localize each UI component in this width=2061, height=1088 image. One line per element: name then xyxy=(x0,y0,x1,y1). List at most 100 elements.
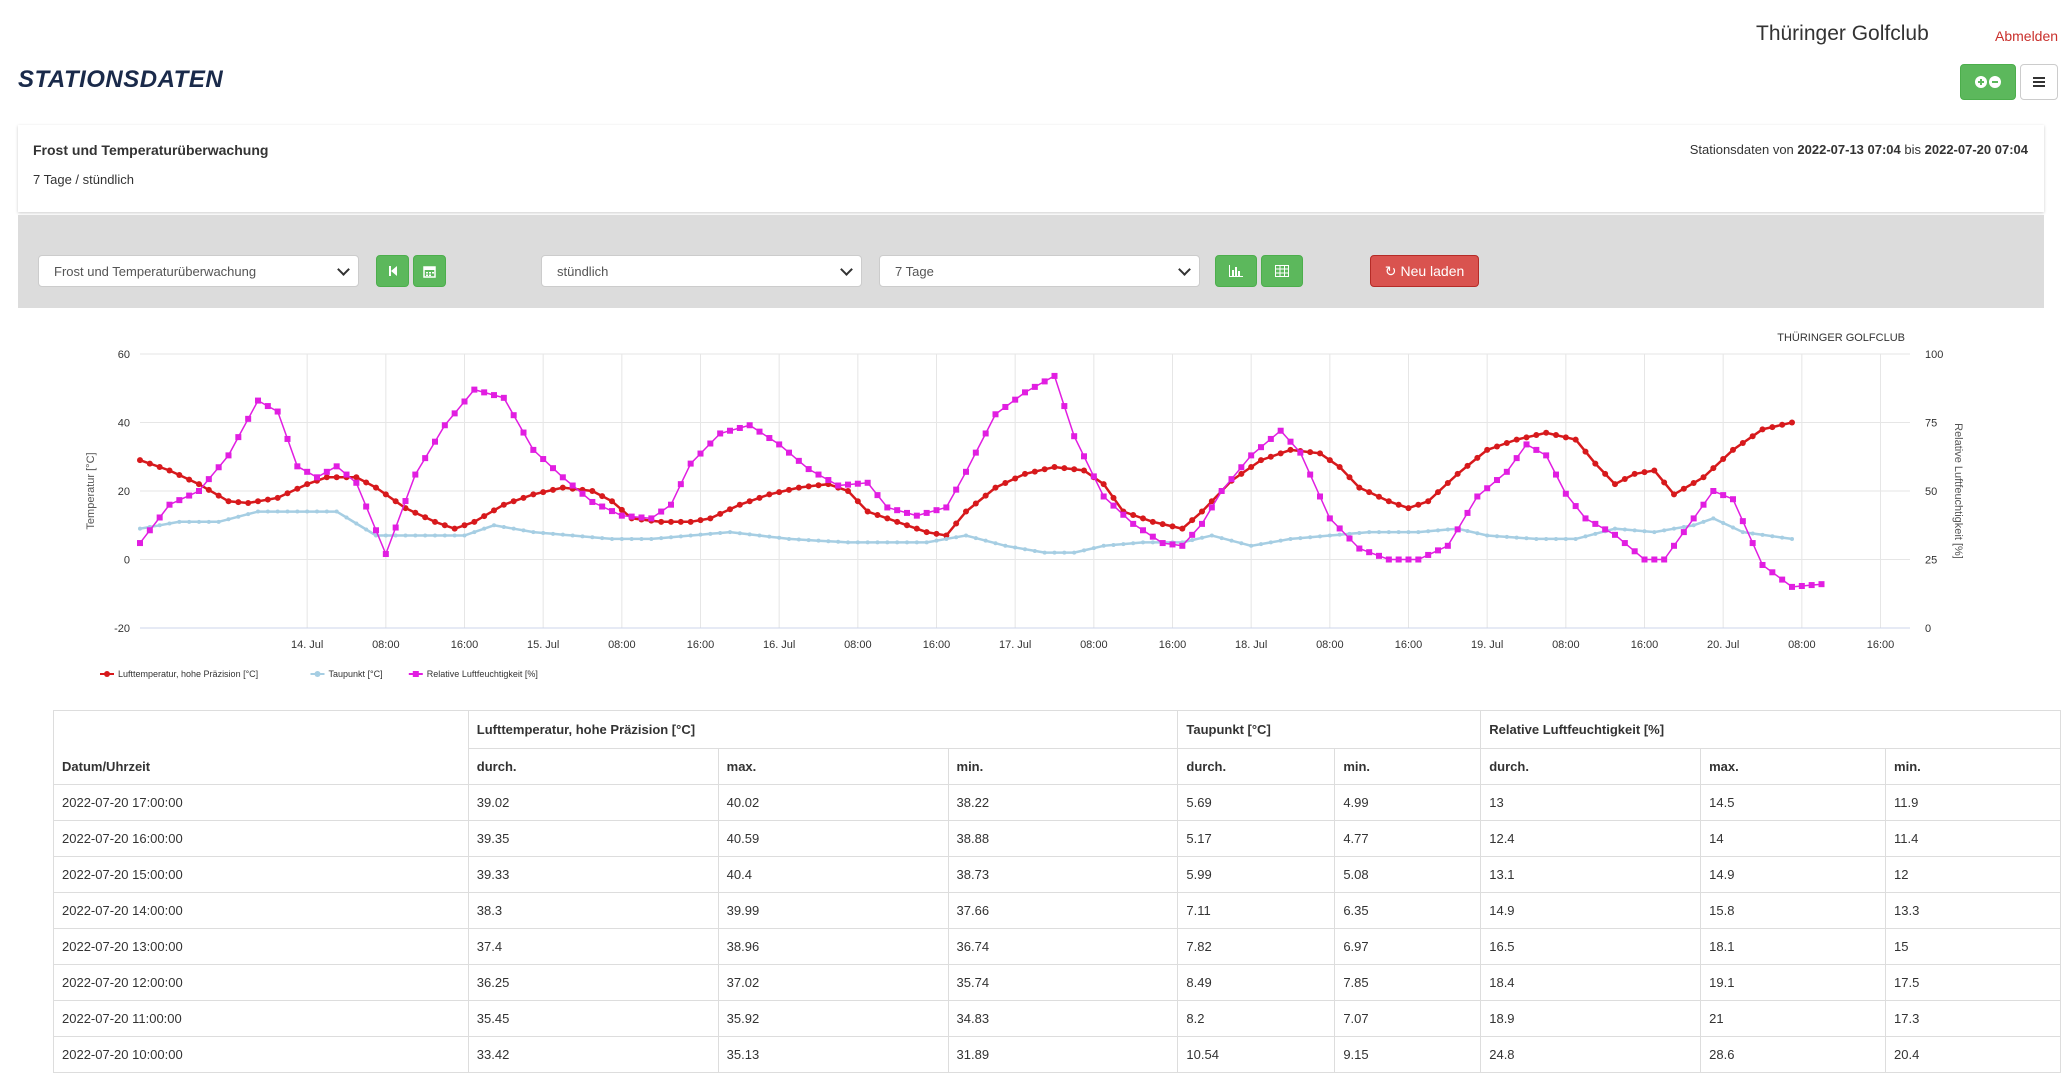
period-select[interactable]: 7 Tage xyxy=(879,255,1200,287)
cell-temp-avg: 33.42 xyxy=(467,1036,719,1073)
logout-link[interactable]: Abmelden xyxy=(1995,28,2059,44)
data-point xyxy=(795,457,802,464)
data-point xyxy=(1406,530,1411,535)
data-point xyxy=(343,471,350,478)
data-point xyxy=(953,520,960,527)
data-point xyxy=(992,484,999,491)
col-datetime-header[interactable]: Datum/Uhrzeit xyxy=(53,710,469,785)
cell-hum-min: 11.9 xyxy=(1885,784,2061,821)
data-point xyxy=(196,481,202,488)
data-point xyxy=(1229,538,1234,543)
data-point xyxy=(482,526,487,531)
data-point xyxy=(1484,485,1491,492)
dew-min-header[interactable]: min. xyxy=(1334,748,1482,785)
data-point xyxy=(382,551,389,558)
data-point xyxy=(1238,470,1245,477)
y-tick-left-label: 0 xyxy=(124,555,130,567)
data-point xyxy=(559,474,566,481)
data-point xyxy=(1572,436,1579,443)
x-tick-label: 16:00 xyxy=(451,639,479,651)
data-point xyxy=(1562,490,1569,497)
data-point xyxy=(1238,464,1245,471)
menu-button[interactable] xyxy=(2020,64,2058,100)
data-point xyxy=(1661,556,1668,563)
data-point xyxy=(1544,536,1549,541)
data-point xyxy=(1395,501,1402,508)
data-point xyxy=(1140,515,1146,522)
x-tick-label: 08:00 xyxy=(1316,639,1344,651)
data-point xyxy=(1808,582,1815,589)
data-point xyxy=(1680,529,1687,536)
range-to: 2022-07-20 07:04 xyxy=(1924,142,2028,157)
data-point xyxy=(520,429,527,436)
data-point xyxy=(510,498,517,505)
cell-temp-avg: 37.4 xyxy=(467,928,719,965)
data-point xyxy=(904,509,910,516)
cell-dew-min: 7.07 xyxy=(1334,1000,1482,1037)
data-point xyxy=(166,467,173,474)
interval-select[interactable]: stündlich xyxy=(541,255,862,287)
data-point xyxy=(1593,531,1598,536)
data-point xyxy=(1100,493,1107,500)
data-point xyxy=(756,494,763,501)
hum-min-header[interactable]: min. xyxy=(1885,748,2061,785)
dew-avg-header[interactable]: durch. xyxy=(1177,748,1336,785)
data-point xyxy=(590,535,595,540)
data-point xyxy=(530,446,537,453)
data-point xyxy=(285,509,290,514)
temp-max-header[interactable]: max. xyxy=(717,748,949,785)
data-point xyxy=(1779,421,1786,428)
cell-hum-max: 21 xyxy=(1700,1000,1887,1037)
data-point xyxy=(1405,505,1412,512)
data-point xyxy=(1563,536,1568,541)
cell-datetime: 2022-07-20 13:00:00 xyxy=(53,928,469,965)
cell-temp-min: 38.22 xyxy=(947,784,1179,821)
data-point xyxy=(1789,419,1795,426)
chevron-down-icon xyxy=(840,263,853,276)
data-point xyxy=(638,514,645,521)
data-point xyxy=(1652,530,1657,535)
temp-min-header[interactable]: min. xyxy=(947,748,1179,785)
data-point xyxy=(884,515,891,522)
data-point xyxy=(472,530,477,535)
cell-dew-avg: 5.99 xyxy=(1177,856,1336,893)
data-point xyxy=(1031,468,1038,475)
hum-max-header[interactable]: max. xyxy=(1700,748,1887,785)
first-button[interactable] xyxy=(376,255,409,287)
data-point xyxy=(717,510,724,517)
data-point xyxy=(1444,480,1451,487)
data-point xyxy=(1278,538,1283,543)
data-point xyxy=(1072,550,1077,555)
data-point xyxy=(363,503,370,510)
toggle-plus-minus-button[interactable] xyxy=(1960,64,2016,100)
cell-temp-max: 40.02 xyxy=(717,784,949,821)
cell-hum-avg: 24.8 xyxy=(1480,1036,1702,1073)
calendar-button[interactable] xyxy=(413,255,446,287)
data-point xyxy=(1190,538,1195,543)
data-point xyxy=(1780,535,1785,540)
reload-button[interactable]: ↻ Neu laden xyxy=(1370,255,1479,287)
data-point xyxy=(825,477,832,484)
cell-temp-avg: 38.3 xyxy=(467,892,719,929)
data-point xyxy=(294,485,301,492)
data-point xyxy=(206,519,211,524)
data-point xyxy=(1377,530,1381,535)
data-point xyxy=(1740,530,1745,535)
profile-select[interactable]: Frost und Temperaturüberwachung xyxy=(38,255,359,287)
data-point xyxy=(855,540,860,545)
data-point xyxy=(806,538,811,543)
cell-datetime: 2022-07-20 10:00:00 xyxy=(53,1036,469,1073)
data-point xyxy=(1090,473,1097,480)
data-point xyxy=(1169,523,1176,530)
data-point xyxy=(1179,525,1186,532)
table-view-button[interactable] xyxy=(1261,255,1303,287)
temp-avg-header[interactable]: durch. xyxy=(467,748,719,785)
hum-avg-header[interactable]: durch. xyxy=(1480,748,1702,785)
cell-dew-avg: 8.49 xyxy=(1177,964,1336,1001)
legend-label: Relative Luftfeuchtigkeit [%] xyxy=(427,669,538,679)
chart-view-button[interactable] xyxy=(1215,255,1257,287)
data-point xyxy=(521,528,526,533)
data-point xyxy=(746,498,753,505)
data-point xyxy=(727,427,733,434)
cell-hum-max: 14 xyxy=(1700,820,1887,857)
